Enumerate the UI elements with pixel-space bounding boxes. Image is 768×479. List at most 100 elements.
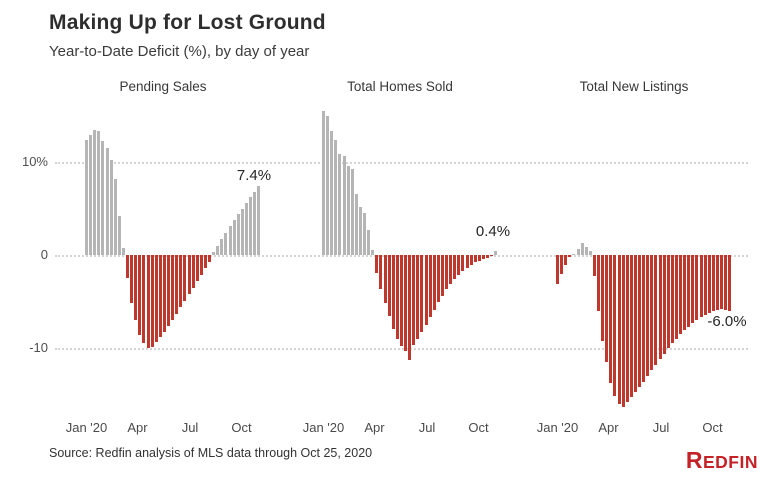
bar [432, 255, 436, 310]
x-axis-label: Jul [418, 420, 436, 435]
bar [220, 239, 224, 255]
bar [212, 252, 216, 255]
bar [654, 255, 658, 365]
bar [416, 255, 420, 339]
bar [363, 213, 366, 256]
bar [395, 255, 399, 339]
bar [379, 255, 383, 289]
bar [240, 208, 244, 255]
bar [469, 255, 473, 266]
bar [187, 255, 191, 295]
bar [588, 251, 592, 255]
y-axis-label-0: 0 [40, 247, 48, 262]
bar [346, 165, 350, 255]
bar [609, 255, 613, 384]
bar [556, 255, 559, 284]
gridline-minus10 [55, 348, 748, 350]
redfin-logo-first-letter: R [685, 447, 703, 473]
bar [703, 255, 707, 315]
bar [490, 255, 494, 256]
bar [658, 255, 662, 360]
bar [576, 248, 580, 255]
bar [428, 255, 432, 318]
source-note: Source: Redfin analysis of MLS data thro… [49, 446, 373, 460]
bar [494, 251, 498, 255]
bar [633, 255, 637, 392]
bar [89, 135, 93, 255]
bar [224, 232, 228, 255]
bar [597, 255, 600, 311]
bar [199, 255, 203, 275]
bar [146, 255, 150, 348]
panel-title-total-new-listings: Total New Listings [579, 79, 689, 94]
bar [175, 255, 179, 314]
bar [208, 255, 211, 262]
bar [420, 255, 424, 333]
bar [568, 255, 572, 257]
bar [105, 148, 109, 256]
bar [121, 247, 125, 255]
bar [605, 255, 609, 362]
bar [350, 168, 354, 255]
bar [391, 255, 395, 329]
bar [154, 255, 158, 343]
bar [167, 255, 170, 326]
bar [621, 255, 625, 407]
bar [203, 255, 207, 268]
bar [715, 255, 719, 310]
redfin-logo: REDFIN [686, 447, 758, 474]
bar [179, 255, 183, 308]
bar [674, 255, 678, 339]
gridline-plus10 [55, 162, 748, 164]
bar [253, 191, 257, 255]
bar [150, 255, 154, 348]
x-axis-label: Apr [364, 420, 385, 435]
bar [707, 255, 711, 313]
bar [236, 214, 240, 255]
bar [195, 255, 199, 281]
bar [473, 255, 477, 263]
bar [134, 255, 138, 321]
bar [625, 255, 629, 402]
bar [404, 255, 407, 351]
bar [330, 131, 334, 255]
bar [560, 255, 564, 274]
bar [249, 197, 252, 255]
bar [683, 255, 687, 331]
bar [412, 255, 416, 346]
bar [601, 255, 605, 341]
bar [617, 255, 621, 404]
bar [424, 255, 428, 325]
redfin-logo-rest: EDFIN [703, 452, 758, 472]
bar [158, 255, 162, 337]
bar [691, 255, 695, 323]
bar [338, 153, 342, 255]
annotation-total-new-listings: -6.0% [707, 313, 747, 330]
bar [477, 255, 481, 261]
bar [191, 255, 195, 288]
bar [117, 215, 121, 255]
bar [666, 255, 670, 348]
x-axis-label: Jan '20 [302, 420, 345, 435]
bar [728, 255, 732, 311]
bar [138, 255, 142, 335]
chart-title: Making Up for Lost Ground [49, 11, 326, 34]
bar [322, 110, 325, 255]
x-axis-label: Oct [702, 420, 723, 435]
bar [580, 242, 584, 255]
bar [85, 139, 88, 255]
bar [399, 255, 403, 347]
bar [408, 255, 412, 361]
bar [232, 219, 236, 255]
bar [720, 255, 723, 309]
bar [613, 255, 617, 397]
bar [326, 115, 330, 255]
bar [457, 255, 461, 275]
bar [113, 178, 117, 255]
bar [646, 255, 650, 376]
bar [371, 250, 375, 255]
bar [93, 130, 97, 255]
x-axis-label: Apr [127, 420, 148, 435]
bar [183, 255, 187, 301]
